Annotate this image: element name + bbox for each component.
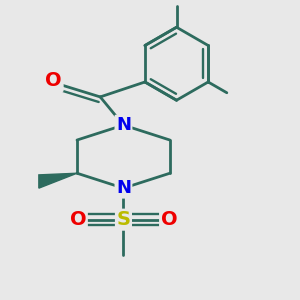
Text: N: N <box>116 179 131 197</box>
Text: S: S <box>116 210 130 229</box>
Polygon shape <box>39 173 77 188</box>
Text: O: O <box>70 210 86 229</box>
Text: O: O <box>160 210 177 229</box>
Text: O: O <box>46 71 62 91</box>
Text: N: N <box>116 116 131 134</box>
